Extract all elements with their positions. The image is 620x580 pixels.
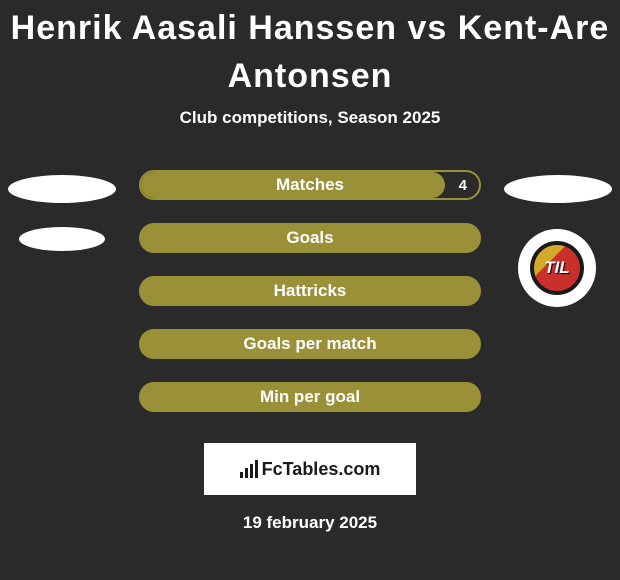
stat-bar: Min per goal [139, 382, 481, 412]
stat-row-goals: Goals [8, 223, 612, 253]
chart-icon [240, 460, 258, 478]
stat-row-gpm: Goals per match [8, 329, 612, 359]
stat-row-hattricks: Hattricks [8, 276, 612, 306]
footer-date: 19 february 2025 [243, 513, 377, 533]
stat-label: Matches [276, 175, 344, 195]
stat-label: Hattricks [274, 281, 347, 301]
stat-label: Goals [286, 228, 333, 248]
stat-row-mpg: Min per goal [8, 382, 612, 412]
stat-value-right: 4 [459, 177, 467, 194]
stat-bar: Goals per match [139, 329, 481, 359]
footer-brand-text: FcTables.com [262, 459, 381, 480]
subtitle: Club competitions, Season 2025 [180, 108, 441, 128]
stat-bar: Hattricks [139, 276, 481, 306]
stats-area: Matches 4 Goals Hattricks Goals per matc… [8, 170, 612, 435]
stat-row-matches: Matches 4 [8, 170, 612, 200]
footer-brand-badge: FcTables.com [204, 443, 416, 495]
stat-bar: Goals [139, 223, 481, 253]
stat-bar: Matches 4 [139, 170, 481, 200]
stat-label: Goals per match [243, 334, 376, 354]
page-title: Henrik Aasali Hanssen vs Kent-Are Antons… [8, 5, 612, 100]
stat-label: Min per goal [260, 387, 360, 407]
